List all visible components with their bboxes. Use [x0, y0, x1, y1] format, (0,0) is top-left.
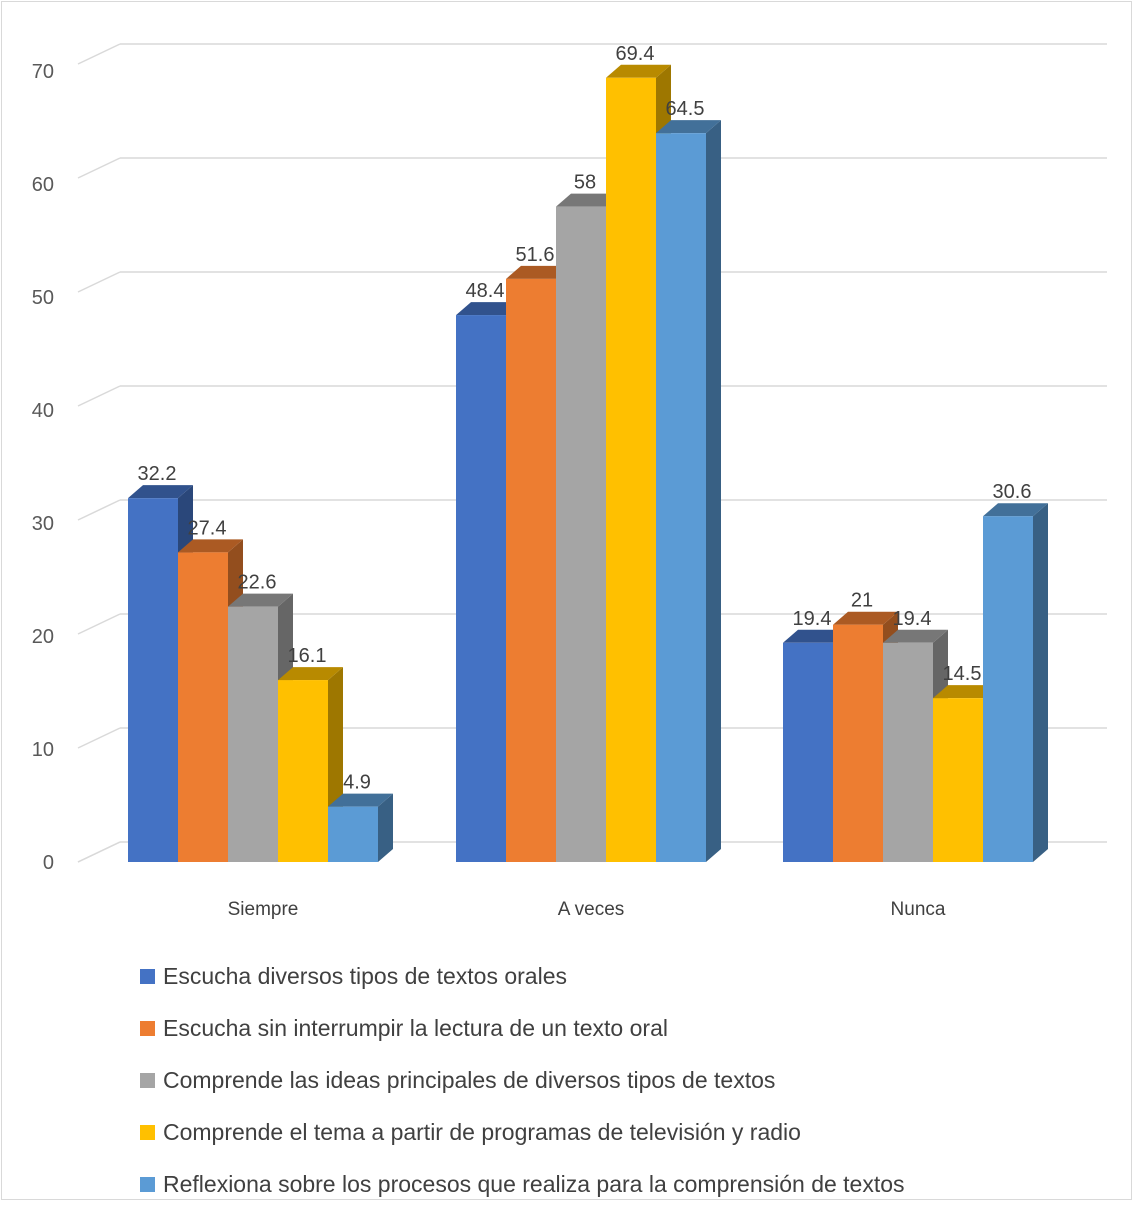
data-label: 48.4	[466, 280, 505, 302]
y-axis: 0 10 20 30 40 50 60 70	[32, 61, 54, 874]
bar-top	[656, 120, 721, 134]
bar-side	[706, 120, 721, 862]
x-tick-label: A veces	[558, 899, 625, 920]
legend-label: Escucha diversos tipos de textos orales	[163, 962, 567, 989]
legend-item: Escucha sin interrumpir la lectura de un…	[140, 1002, 1120, 1054]
y-tick-label: 50	[32, 287, 54, 309]
bar-front	[656, 133, 706, 862]
bar-top	[556, 193, 621, 207]
bar-side	[378, 793, 393, 862]
bar-top	[983, 503, 1048, 517]
y-tick-label: 30	[32, 513, 54, 535]
gridline-side	[77, 499, 121, 521]
legend-swatch	[140, 1072, 155, 1088]
legend-item: Escucha diversos tipos de textos orales	[140, 950, 1120, 1002]
data-label: 30.6	[993, 481, 1032, 503]
bar-top	[783, 629, 848, 643]
legend-label: Comprende las ideas principales de diver…	[163, 1066, 776, 1093]
data-label: 4.9	[343, 772, 371, 794]
legend-label: Reflexiona sobre los procesos que realiz…	[163, 1170, 905, 1197]
bar-front	[456, 315, 506, 863]
data-label: 58	[574, 172, 596, 194]
x-axis: Siempre A veces Nunca	[228, 899, 946, 920]
bar-top	[128, 485, 193, 499]
bar-front	[328, 806, 378, 862]
bar	[656, 120, 721, 862]
legend-swatch	[140, 1124, 155, 1140]
legend-swatch	[140, 1176, 155, 1192]
data-label: 51.6	[516, 244, 555, 266]
bar-top	[328, 793, 393, 807]
gridline-side	[77, 613, 121, 635]
data-label: 21	[851, 590, 873, 612]
bar-top	[178, 539, 243, 553]
data-label: 16.1	[288, 645, 327, 667]
bar-front	[228, 606, 278, 862]
y-tick-label: 60	[32, 174, 54, 196]
legend-label: Comprende el tema a partir de programas …	[163, 1118, 801, 1145]
bar-top	[833, 611, 898, 625]
gridline-side	[77, 157, 121, 179]
bar-top	[883, 629, 948, 643]
bar-front	[128, 498, 178, 862]
bar-top	[506, 265, 571, 279]
bar-front	[506, 278, 556, 862]
plot-area	[128, 64, 1048, 863]
y-tick-label: 10	[32, 739, 54, 761]
data-label: 32.2	[138, 463, 177, 485]
bar-top	[933, 685, 998, 699]
x-tick-label: Siempre	[228, 899, 299, 920]
legend-label: Escucha sin interrumpir la lectura de un…	[163, 1014, 668, 1041]
bar-front	[278, 680, 328, 862]
data-label: 14.5	[943, 663, 982, 685]
y-tick-label: 70	[32, 61, 54, 83]
bar-front	[983, 516, 1033, 862]
data-label: 19.4	[893, 608, 932, 630]
floor-edge	[77, 841, 121, 863]
bar	[328, 793, 393, 862]
bar-top	[278, 667, 343, 681]
bar-front	[606, 77, 656, 862]
data-labels: 32.2 48.4 19.4 27.4 51.6 21 22.6 58 19.4 16.1 69.4…	[138, 43, 1032, 794]
data-label: 19.4	[793, 608, 832, 630]
y-tick-label: 0	[43, 852, 54, 874]
legend: Escucha diversos tipos de textos orales E…	[140, 950, 1120, 1210]
chart-svg: 0 10 20 30 40 50 60 70 32.2 48.4 19.4 27.4 51.6 21 22…	[32, 43, 1107, 920]
y-tick-label: 40	[32, 400, 54, 422]
data-label: 27.4	[188, 517, 227, 539]
bar	[983, 503, 1048, 862]
gridline-side	[77, 385, 121, 407]
bar-front	[883, 642, 933, 862]
bar-top	[228, 593, 293, 607]
legend-item: Comprende las ideas principales de diver…	[140, 1054, 1120, 1106]
legend-item: Comprende el tema a partir de programas …	[140, 1106, 1120, 1158]
bar-top	[606, 64, 671, 78]
x-tick-label: Nunca	[891, 899, 946, 920]
gridline-side	[77, 271, 121, 293]
data-label: 69.4	[616, 43, 655, 65]
bar-front	[833, 624, 883, 862]
bar-front	[556, 206, 606, 863]
bar-front	[178, 552, 228, 862]
gridline-side	[77, 43, 121, 65]
legend-swatch	[140, 1020, 155, 1036]
legend-swatch	[140, 968, 155, 984]
bar-front	[933, 698, 983, 862]
data-label: 64.5	[666, 98, 705, 120]
bar-side	[1033, 503, 1048, 862]
bar	[278, 667, 343, 862]
bar-front	[783, 642, 833, 862]
data-label: 22.6	[238, 572, 277, 594]
y-tick-label: 20	[32, 626, 54, 648]
gridline-side	[77, 727, 121, 749]
legend-item: Reflexiona sobre los procesos que realiz…	[140, 1158, 1120, 1210]
bar-top	[456, 302, 521, 316]
